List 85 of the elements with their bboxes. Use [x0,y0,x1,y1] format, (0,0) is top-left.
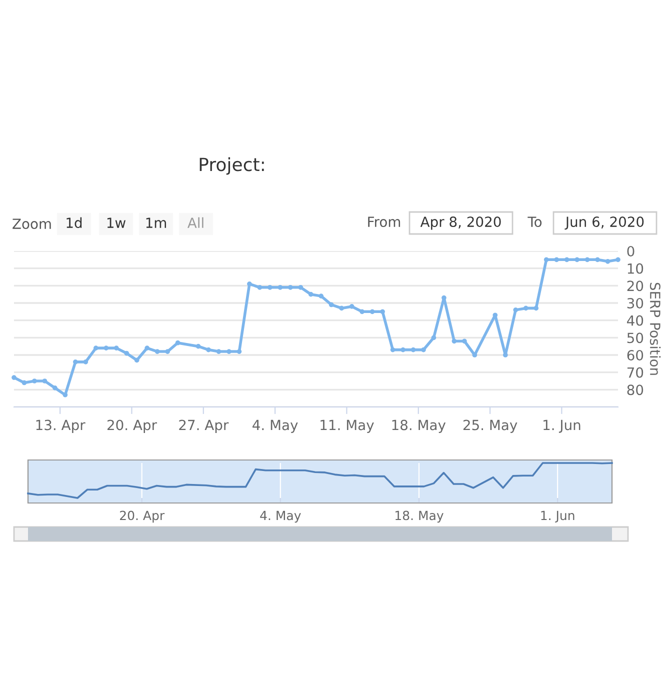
point [595,257,600,262]
y-axis-title: SERP Position [650,282,661,375]
y-tick-label: 10 [628,263,644,274]
point [544,257,549,262]
point [400,347,406,352]
text: To [528,216,542,228]
point [93,346,98,350]
point [390,347,396,352]
point [144,346,150,350]
point [574,257,580,262]
point [523,306,528,311]
point [410,347,416,352]
x-tick-label: 27. Apr [179,420,229,433]
point [328,302,334,308]
point [452,338,457,344]
point [605,258,610,264]
text: Jun 6, 2020 [564,216,644,230]
point [431,335,436,340]
point [564,257,570,262]
text: 1m [146,218,166,228]
x-tick-label: 18. May [392,420,446,433]
x-tick-label: 25. May [463,420,518,433]
point [165,349,170,354]
point [278,284,283,290]
point [370,309,375,314]
text: Apr 8, 2020 [420,216,501,230]
y-tick-label: 70 [627,367,644,378]
point [134,358,140,363]
point [104,346,109,350]
point [154,349,160,354]
point [298,284,304,290]
point [513,308,518,312]
x-tick-label: 18. May [396,510,444,523]
point [22,380,27,386]
point [318,294,324,298]
point [421,347,426,352]
point [380,309,385,314]
point [175,340,180,346]
text: Zoom [12,218,51,230]
point [462,338,467,344]
point [196,344,201,349]
x-tick-label: 4. May [252,420,298,433]
point [206,347,211,352]
y-tick-label: 50 [627,332,644,344]
text: From [368,216,400,228]
y-tick-label: 80 [627,384,644,396]
point [257,284,262,290]
y-tick-label: 20 [627,280,644,292]
point [502,352,508,358]
point [339,306,344,311]
point [584,257,590,262]
text: 1w [107,218,126,228]
point [32,378,37,384]
point [72,360,78,364]
x-tick-label: 1. Jun [544,420,580,433]
x-tick-label: 11. May [320,420,374,433]
point [247,282,252,286]
point [216,349,222,354]
point [268,284,272,290]
point [83,360,88,364]
x-tick-label: 20. Apr [120,510,165,523]
point [52,386,58,390]
x-tick-label: 1. Jun [541,510,574,522]
y-tick-label: 60 [627,350,644,360]
point [12,375,16,380]
point [308,292,314,297]
point [236,349,242,354]
x-tick-label: 20. Apr [107,420,157,433]
text: All [188,217,204,228]
point [534,306,539,311]
point [288,284,293,290]
point [114,346,119,350]
x-tick-label: 13. Apr [36,420,86,433]
y-tick-label: 40 [627,315,644,326]
text: 1d [66,217,82,228]
point [360,309,364,314]
point [124,350,130,356]
point [349,304,354,309]
x-tick-label: 4. May [260,510,301,523]
y-tick-label: 30 [627,298,644,308]
point [616,257,620,262]
point [42,378,48,384]
y-tick-label: 0 [627,246,634,256]
point [226,349,232,354]
chart-title: Project: [200,157,264,175]
